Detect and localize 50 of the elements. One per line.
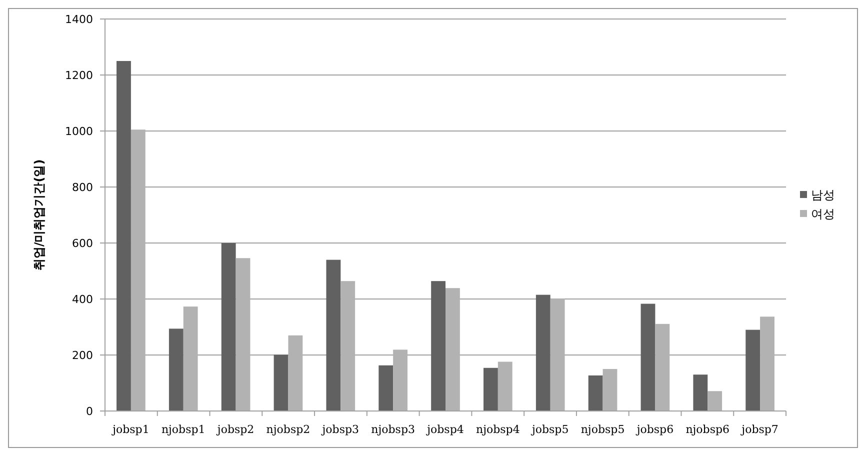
bar: [340, 281, 356, 411]
bar: [588, 375, 603, 411]
bar: [708, 391, 722, 411]
bar: [602, 369, 618, 411]
bar: [378, 365, 394, 411]
x-tick-label: njobsp1: [161, 423, 206, 436]
bar: [130, 130, 146, 411]
bar: [326, 260, 341, 411]
bar: [183, 306, 198, 411]
y-tick-label: 200: [72, 348, 93, 362]
bar: [288, 335, 303, 411]
bar: [274, 354, 288, 411]
x-tick-label: njobsp3: [371, 423, 416, 436]
bar: [446, 288, 460, 411]
y-tick-label: 1200: [65, 68, 93, 82]
x-tick-label: njobsp2: [266, 423, 310, 436]
x-tick-label: jobsp1: [110, 423, 150, 436]
y-axis-title: 취업/미취업기간(일): [32, 159, 46, 271]
legend-label: 남성: [811, 188, 835, 202]
bar: [431, 281, 446, 411]
x-tick-label: jobsp3: [320, 423, 360, 436]
bar: [550, 298, 565, 411]
bar: [236, 258, 250, 411]
bar: [168, 328, 184, 411]
x-tick-label: njobsp5: [580, 423, 625, 436]
bar: [484, 368, 498, 411]
x-tick-label: njobsp4: [476, 423, 520, 436]
bar: [116, 61, 131, 411]
x-tick-label: jobsp2: [215, 423, 254, 436]
y-tick-label: 400: [72, 292, 93, 306]
bar: [536, 294, 550, 411]
x-tick-label: jobsp7: [740, 423, 778, 436]
x-tick-label: jobsp5: [530, 423, 569, 436]
bar: [640, 304, 656, 411]
bar: [498, 362, 512, 411]
bar: [760, 316, 774, 411]
y-tick-label: 0: [86, 404, 93, 418]
bar: [655, 324, 670, 411]
legend-label: 여성: [811, 207, 835, 222]
x-tick-label: jobsp6: [634, 423, 674, 436]
x-tick-label: jobsp4: [425, 423, 464, 436]
y-tick-label: 600: [72, 236, 93, 250]
y-tick-label: 1400: [65, 12, 93, 26]
bar: [746, 330, 760, 411]
bar: [221, 243, 236, 411]
bar: [393, 350, 408, 411]
y-tick-label: 1000: [65, 124, 93, 138]
y-tick-label: 800: [72, 180, 93, 194]
x-tick-label: njobsp6: [686, 423, 730, 436]
bar: [693, 374, 708, 411]
